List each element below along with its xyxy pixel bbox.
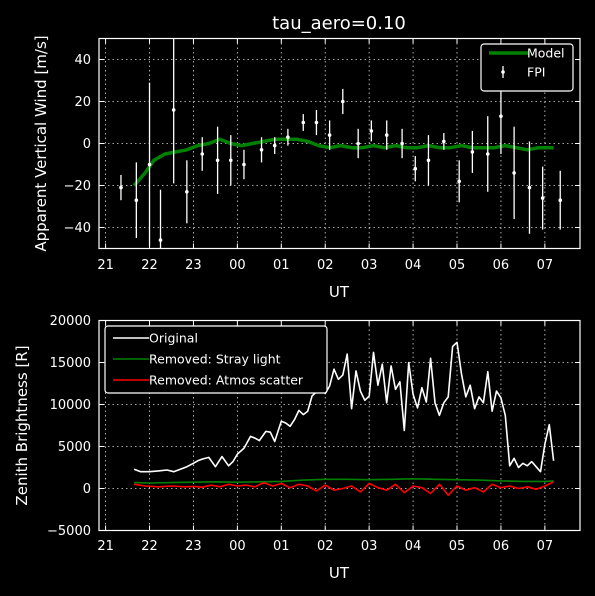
- wind-y-tick-label: 40: [74, 53, 91, 68]
- wind-series-fpi-point: [134, 198, 139, 202]
- wind-legend-model-label: Model: [527, 46, 565, 61]
- wind-series-fpi-point: [369, 129, 374, 133]
- wind-series-fpi-point: [384, 133, 389, 137]
- brightness-x-tick-label: 05: [449, 539, 466, 554]
- wind-series-fpi-point: [171, 108, 176, 112]
- wind-series-fpi-point: [457, 179, 462, 184]
- wind-series-fpi-point: [485, 152, 490, 156]
- wind-x-tick-label: 05: [449, 258, 466, 273]
- wind-y-tick-label: 0: [83, 137, 91, 152]
- wind-x-tick-label: 01: [273, 258, 290, 273]
- wind-series-fpi-point: [259, 148, 264, 152]
- wind-y-tick-label: −20: [64, 179, 91, 194]
- wind-series-fpi-point: [301, 120, 306, 125]
- brightness-panel: 21 22 23 00 01 02 03 04 05 06 07 −5000 0 5000 10000 150…: [13, 314, 581, 582]
- brightness-series-removed-atmos-scatter-line: [133, 481, 554, 497]
- wind-legend: Model FPI: [480, 43, 574, 92]
- brightness-series-original-line: [133, 341, 555, 473]
- wind-series-fpi-point: [499, 114, 503, 118]
- wind-series-fpi-point: [119, 185, 123, 190]
- wind-x-tick-label: 00: [229, 258, 246, 273]
- wind-x-tick-label: 02: [317, 258, 334, 273]
- brightness-x-tick-label: 03: [361, 539, 378, 554]
- brightness-x-tick-label: 07: [537, 539, 554, 554]
- wind-x-tick-label: 21: [97, 258, 114, 273]
- wind-series-fpi-point: [470, 150, 475, 154]
- wind-series-fpi-point: [512, 171, 516, 175]
- wind-series-fpi-point: [558, 198, 563, 202]
- wind-x-tick-label: 07: [537, 258, 554, 273]
- brightness-legend-removed-atmos-scatter-label: Removed: Atmos scatter: [149, 373, 304, 388]
- brightness-x-tick-label: 01: [273, 539, 290, 554]
- wind-y-axis-label: Apparent Vertical Wind [m/s]: [32, 35, 50, 251]
- brightness-y-tick-label: 0: [83, 482, 91, 497]
- wind-series-fpi-point: [413, 166, 418, 171]
- brightness-x-tick-label: 00: [229, 539, 246, 554]
- brightness-y-axis-label: Zenith Brightness [R]: [13, 345, 31, 505]
- wind-series-fpi-point: [400, 141, 404, 146]
- brightness-x-axis-label: UT: [329, 564, 350, 582]
- wind-y-tick-label: 20: [74, 95, 91, 110]
- wind-x-axis-label: UT: [329, 283, 350, 301]
- brightness-x-tick-label: 21: [97, 539, 114, 554]
- brightness-x-tick-label: 06: [493, 539, 510, 554]
- wind-series-model-line: [132, 137, 554, 187]
- brightness-y-tick-label: −5000: [47, 524, 91, 539]
- wind-series-fpi-point: [286, 135, 290, 139]
- wind-series-fpi-point: [228, 158, 233, 163]
- wind-panel-title: tau_aero=0.10: [272, 13, 406, 34]
- wind-series-fpi-point: [185, 190, 189, 194]
- brightness-legend-removed-stray-light-label: Removed: Stray light: [149, 352, 281, 367]
- wind-panel: tau_aero=0.10 21 22 23 00 01 02 03 04 05 06 07 −40 −…: [32, 13, 581, 301]
- wind-series-fpi-point: [272, 143, 277, 148]
- wind-x-tick-label: 04: [405, 258, 422, 273]
- wind-series-fpi-point: [356, 141, 360, 146]
- wind-series-fpi-point: [200, 152, 205, 156]
- wind-x-tick-label: 22: [141, 258, 158, 273]
- wind-series-fpi-point: [426, 158, 431, 163]
- brightness-y-tick-label: 20000: [50, 314, 91, 329]
- brightness-legend: Original Removed: Stray light Removed: Atm…: [104, 325, 328, 394]
- wind-series-fpi-point: [340, 99, 345, 104]
- brightness-y-tick-label: 10000: [50, 398, 91, 413]
- wind-series-fpi-point: [215, 158, 220, 163]
- wind-legend-box: [480, 43, 574, 92]
- wind-series-fpi-point: [158, 238, 163, 242]
- brightness-x-tick-label: 04: [405, 539, 422, 554]
- wind-legend-fpi-label: FPI: [527, 65, 545, 80]
- wind-x-tick-label: 23: [185, 258, 202, 273]
- brightness-x-tick-label: 23: [185, 539, 202, 554]
- brightness-legend-original-label: Original: [149, 331, 198, 346]
- wind-legend-fpi-marker-dot: [501, 70, 505, 74]
- wind-series-fpi-point: [527, 185, 532, 190]
- wind-series-fpi-point: [314, 120, 319, 125]
- wind-series-fpi-point: [327, 133, 332, 137]
- wind-series-fpi-point: [147, 162, 152, 167]
- brightness-y-tick-label: 5000: [58, 440, 91, 455]
- wind-series-fpi-point: [540, 196, 545, 200]
- wind-series-fpi-point: [242, 162, 246, 167]
- wind-x-tick-label: 03: [361, 258, 378, 273]
- wind-y-tick-label: −40: [64, 221, 91, 236]
- brightness-series-removed-stray-light-line: [134, 477, 554, 484]
- brightness-x-tick-label: 22: [141, 539, 158, 554]
- wind-x-tick-label: 06: [493, 258, 510, 273]
- brightness-y-tick-label: 15000: [50, 356, 91, 371]
- brightness-x-tick-label: 02: [317, 539, 334, 554]
- brightness-plot-frame: [98, 319, 581, 532]
- wind-series-fpi-point: [442, 139, 446, 144]
- brightness-legend-box: [104, 325, 328, 394]
